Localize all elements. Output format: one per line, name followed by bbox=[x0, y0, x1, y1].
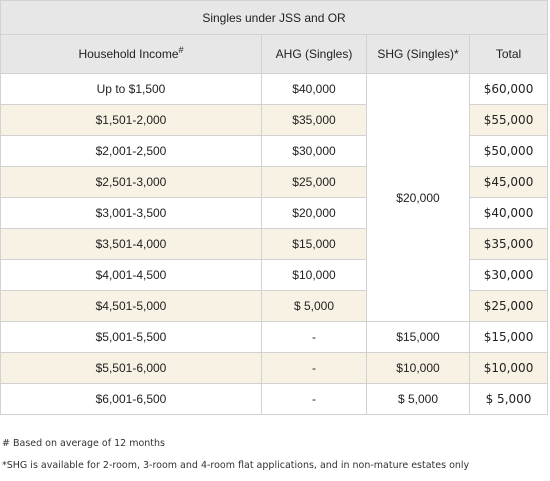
table-row: $3,001-3,500 $20,000 $40,000 bbox=[0, 197, 549, 229]
shg-merged-cell: $20,000 bbox=[366, 73, 470, 322]
ahg-cell: $10,000 bbox=[261, 259, 367, 291]
income-cell: $4,501-5,000 bbox=[0, 290, 262, 322]
table-row: $2,001-2,500 $30,000 $50,000 bbox=[0, 135, 549, 167]
income-cell: $6,001-6,500 bbox=[0, 383, 262, 415]
shg-cell: $ 5,000 bbox=[366, 383, 470, 415]
table-row: $5,001-5,500 - $15,000 $15,000 bbox=[0, 321, 549, 353]
footnote-average: # Based on average of 12 months bbox=[2, 438, 165, 449]
shg-cell: $10,000 bbox=[366, 352, 470, 384]
footnote-shg: *SHG is available for 2-room, 3-room and… bbox=[2, 460, 470, 471]
table-row: $5,501-6,000 - $10,000 $10,000 bbox=[0, 352, 549, 384]
household-income-header: Household Income# bbox=[0, 34, 262, 74]
grant-table-container: Singles under JSS and OR Household Incom… bbox=[0, 0, 549, 415]
income-cell: $5,501-6,000 bbox=[0, 352, 262, 384]
household-income-header-label: Household Income bbox=[78, 47, 179, 61]
income-cell: $3,501-4,000 bbox=[0, 228, 262, 260]
table-row: $3,501-4,000 $15,000 $35,000 bbox=[0, 228, 549, 260]
table-row: $2,501-3,000 $25,000 $45,000 bbox=[0, 166, 549, 198]
income-cell: $2,001-2,500 bbox=[0, 135, 262, 167]
income-cell: $3,001-3,500 bbox=[0, 197, 262, 229]
ahg-cell: - bbox=[261, 321, 367, 353]
income-cell: $1,501-2,000 bbox=[0, 104, 262, 136]
total-cell: $55,000 bbox=[468, 104, 549, 136]
ahg-cell: $40,000 bbox=[261, 73, 367, 105]
ahg-cell: $20,000 bbox=[261, 197, 367, 229]
footnotes: # Based on average of 12 months *SHG is … bbox=[2, 437, 550, 481]
total-cell: $25,000 bbox=[468, 290, 549, 322]
total-cell: $50,000 bbox=[468, 135, 549, 167]
total-cell: $10,000 bbox=[468, 352, 549, 384]
footnote-mark: # bbox=[178, 45, 184, 55]
total-cell: $60,000 bbox=[468, 73, 549, 105]
ahg-cell: - bbox=[261, 383, 367, 415]
total-cell: $45,000 bbox=[468, 166, 549, 198]
table-row: Up to $1,500 $40,000 $20,000 $60,000 bbox=[0, 73, 549, 322]
income-cell: $2,501-3,000 bbox=[0, 166, 262, 198]
ahg-cell: $30,000 bbox=[261, 135, 367, 167]
table-row: $4,501-5,000 $ 5,000 $25,000 bbox=[0, 290, 549, 322]
shg-header: SHG (Singles)* bbox=[366, 34, 470, 74]
income-cell: $5,001-5,500 bbox=[0, 321, 262, 353]
total-cell: $30,000 bbox=[468, 259, 549, 291]
table-caption: Singles under JSS and OR bbox=[0, 0, 549, 35]
grant-table: Singles under JSS and OR Household Incom… bbox=[0, 0, 549, 415]
income-cell: Up to $1,500 bbox=[0, 73, 262, 105]
income-cell: $4,001-4,500 bbox=[0, 259, 262, 291]
ahg-header: AHG (Singles) bbox=[261, 34, 367, 74]
ahg-cell: $15,000 bbox=[261, 228, 367, 260]
table-row: $1,501-2,000 $35,000 $55,000 bbox=[0, 104, 549, 136]
total-cell: $40,000 bbox=[468, 197, 549, 229]
table-row: $6,001-6,500 - $ 5,000 $ 5,000 bbox=[0, 383, 549, 415]
ahg-cell: $ 5,000 bbox=[261, 290, 367, 322]
total-cell: $ 5,000 bbox=[468, 383, 549, 415]
total-header: Total bbox=[468, 34, 549, 74]
ahg-cell: - bbox=[261, 352, 367, 384]
shg-cell: $15,000 bbox=[366, 321, 470, 353]
total-cell: $35,000 bbox=[468, 228, 549, 260]
ahg-cell: $35,000 bbox=[261, 104, 367, 136]
ahg-cell: $25,000 bbox=[261, 166, 367, 198]
total-cell: $15,000 bbox=[468, 321, 549, 353]
